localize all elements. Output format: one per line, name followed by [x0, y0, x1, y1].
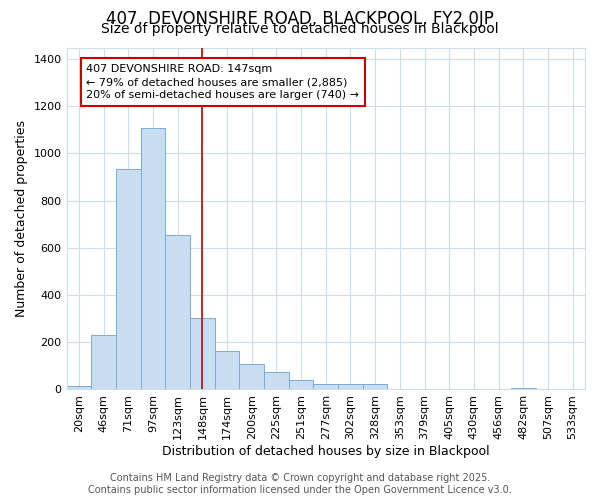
Bar — [363, 384, 388, 389]
Bar — [67, 386, 91, 389]
Bar — [239, 364, 264, 389]
X-axis label: Distribution of detached houses by size in Blackpool: Distribution of detached houses by size … — [162, 444, 490, 458]
Bar — [264, 372, 289, 389]
Bar — [140, 128, 165, 389]
Bar — [511, 388, 536, 389]
Bar — [165, 234, 190, 389]
Bar — [215, 352, 239, 389]
Text: 407, DEVONSHIRE ROAD, BLACKPOOL, FY2 0JP: 407, DEVONSHIRE ROAD, BLACKPOOL, FY2 0JP — [106, 10, 494, 28]
Bar — [91, 335, 116, 389]
Y-axis label: Number of detached properties: Number of detached properties — [15, 120, 28, 316]
Bar — [338, 384, 363, 389]
Bar — [116, 169, 140, 389]
Text: Size of property relative to detached houses in Blackpool: Size of property relative to detached ho… — [101, 22, 499, 36]
Bar — [289, 380, 313, 389]
Text: Contains HM Land Registry data © Crown copyright and database right 2025.
Contai: Contains HM Land Registry data © Crown c… — [88, 474, 512, 495]
Bar — [313, 384, 338, 389]
Bar — [190, 318, 215, 389]
Text: 407 DEVONSHIRE ROAD: 147sqm
← 79% of detached houses are smaller (2,885)
20% of : 407 DEVONSHIRE ROAD: 147sqm ← 79% of det… — [86, 64, 359, 100]
